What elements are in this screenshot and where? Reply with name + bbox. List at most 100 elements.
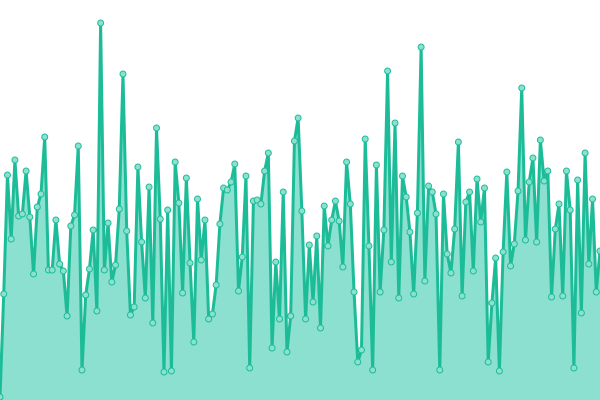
data-point: [153, 124, 161, 132]
data-point: [484, 358, 492, 366]
data-point: [391, 119, 399, 127]
data-point: [309, 298, 317, 306]
data-point: [521, 236, 529, 244]
data-point: [179, 289, 187, 297]
data-point: [488, 299, 496, 307]
data-point: [119, 70, 127, 78]
series-line: [0, 21, 600, 398]
data-point: [3, 171, 11, 179]
data-point: [313, 232, 321, 240]
data-point: [562, 167, 570, 175]
data-point: [499, 248, 507, 256]
data-point: [525, 178, 533, 186]
data-point: [492, 254, 500, 262]
data-point: [466, 188, 474, 196]
data-point: [126, 311, 134, 319]
data-point: [462, 198, 470, 206]
data-point: [41, 133, 49, 141]
data-point: [182, 174, 190, 182]
data-point: [343, 158, 351, 166]
data-point: [164, 206, 172, 214]
data-point: [78, 366, 86, 374]
data-point: [212, 281, 220, 289]
data-point: [261, 167, 269, 175]
data-point: [74, 142, 82, 150]
data-point: [138, 238, 146, 246]
data-point: [104, 219, 112, 227]
data-point: [402, 193, 410, 201]
data-point: [451, 225, 459, 233]
data-point: [264, 149, 272, 157]
data-point: [175, 199, 183, 207]
data-point: [335, 217, 343, 225]
data-point: [216, 220, 224, 228]
data-point: [361, 135, 369, 143]
data-point: [589, 195, 597, 203]
data-point: [30, 270, 38, 278]
data-point: [197, 256, 205, 264]
data-point: [331, 197, 339, 205]
data-point: [365, 242, 373, 250]
data-point: [108, 278, 116, 286]
data-point: [246, 364, 254, 372]
data-point: [294, 114, 302, 122]
data-point: [205, 315, 213, 323]
data-point: [290, 137, 298, 145]
data-point: [369, 366, 377, 374]
data-point: [428, 188, 436, 196]
data-point: [26, 213, 34, 221]
data-point: [316, 324, 324, 332]
data-point: [227, 178, 235, 186]
data-point: [480, 184, 488, 192]
data-point: [413, 209, 421, 217]
data-point: [0, 393, 4, 400]
data-point: [469, 267, 477, 275]
data-point: [130, 303, 138, 311]
data-point: [372, 161, 380, 169]
data-point: [279, 188, 287, 196]
data-point: [56, 260, 64, 268]
data-point: [149, 319, 157, 327]
data-point: [283, 348, 291, 356]
data-point: [272, 258, 280, 266]
data-point: [443, 250, 451, 258]
data-point: [454, 138, 462, 146]
data-point: [510, 240, 518, 248]
data-point: [425, 182, 433, 190]
data-point: [100, 266, 108, 274]
data-point: [559, 292, 567, 300]
data-point: [439, 190, 447, 198]
data-point: [223, 186, 231, 194]
data-point: [7, 235, 15, 243]
data-point: [410, 290, 418, 298]
data-point: [59, 267, 67, 275]
data-point: [473, 175, 481, 183]
data-point: [82, 291, 90, 299]
data-point: [574, 176, 582, 184]
data-point: [447, 269, 455, 277]
data-point: [596, 247, 600, 255]
data-point: [141, 294, 149, 302]
data-point: [581, 149, 589, 157]
data-point: [231, 160, 239, 168]
data-point: [67, 222, 75, 230]
data-point: [380, 226, 388, 234]
data-point: [37, 190, 45, 198]
data-point: [320, 202, 328, 210]
data-point: [585, 260, 593, 268]
data-point: [238, 253, 246, 261]
data-point: [145, 183, 153, 191]
data-point: [134, 163, 142, 171]
data-point: [570, 364, 578, 372]
data-point: [458, 292, 466, 300]
data-point: [477, 218, 485, 226]
data-point: [376, 288, 384, 296]
data-point: [398, 172, 406, 180]
data-point: [71, 211, 79, 219]
data-point: [208, 310, 216, 318]
data-point: [112, 261, 120, 269]
data-point: [11, 156, 19, 164]
data-point: [387, 258, 395, 266]
data-point: [551, 225, 559, 233]
data-point: [123, 227, 131, 235]
